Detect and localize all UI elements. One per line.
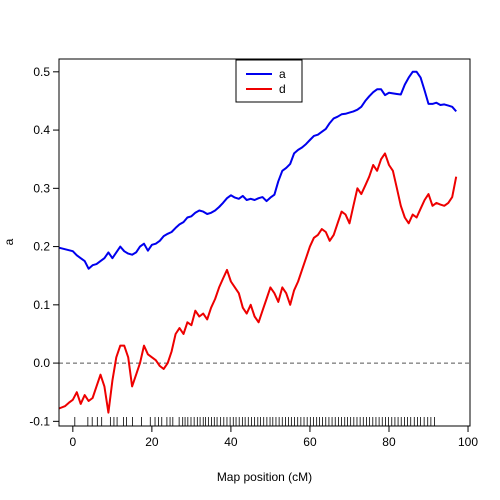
y-tick-label: 0.4 xyxy=(33,123,50,137)
legend-label-d: d xyxy=(279,82,286,96)
x-tick-label: 80 xyxy=(382,435,396,449)
y-tick-label: 0.5 xyxy=(33,65,50,79)
legend-box xyxy=(235,59,303,103)
x-tick-label: 60 xyxy=(303,435,317,449)
y-tick-label: 0.0 xyxy=(33,356,50,370)
x-tick-label: 100 xyxy=(458,435,478,449)
x-tick-label: 0 xyxy=(69,435,76,449)
x-tick-label: 40 xyxy=(224,435,238,449)
y-tick-label: -0.1 xyxy=(29,414,50,428)
x-axis-label: Map position (cM) xyxy=(217,470,312,484)
plot-frame xyxy=(58,58,471,427)
series-line-a xyxy=(58,70,457,270)
y-axis-label: a xyxy=(2,238,16,245)
legend-label-a: a xyxy=(279,67,286,81)
axes-layer: 0 20 40 60 80 100 -0.1 0.0 0.1 0.2 0.3 0.4 0.5 xyxy=(29,65,478,449)
y-tick-label: 0.1 xyxy=(33,298,50,312)
y-tick-label: 0.3 xyxy=(33,181,50,195)
legend: a d xyxy=(235,59,303,103)
x-tick-label: 20 xyxy=(145,435,159,449)
series-lines-layer xyxy=(58,70,458,414)
marker-rug-layer xyxy=(74,417,435,426)
y-tick-label: 0.2 xyxy=(33,240,50,254)
series-line-d xyxy=(58,152,458,414)
